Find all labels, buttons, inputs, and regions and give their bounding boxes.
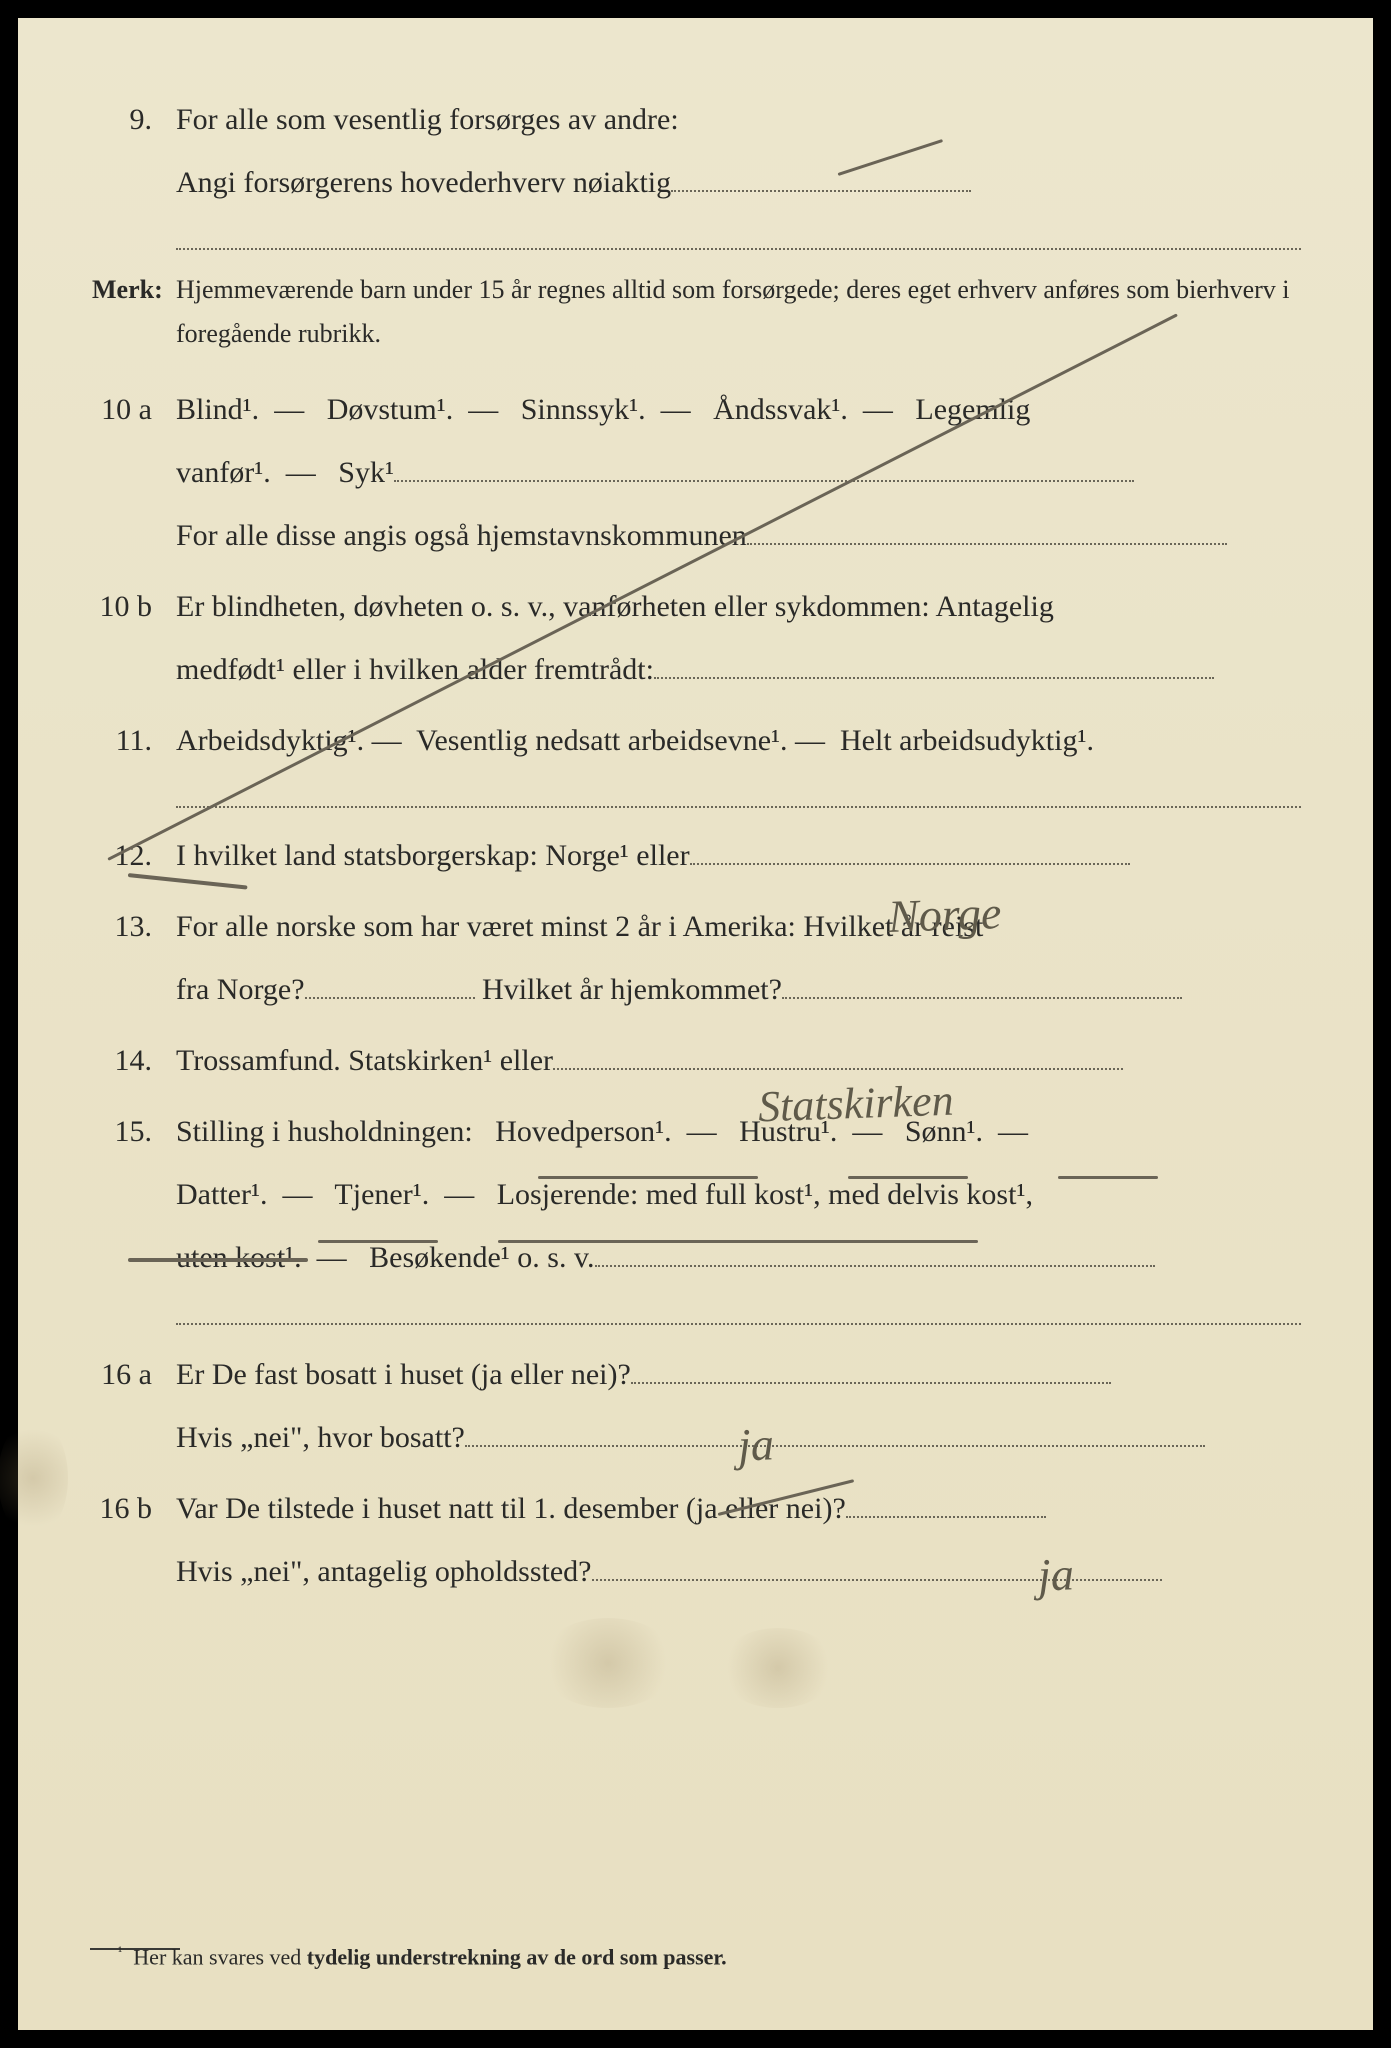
q16b-number: 16 b bbox=[90, 1480, 176, 1537]
footnote-text: ¹ Her kan svares ved tydelig understrekn… bbox=[118, 1944, 1301, 1970]
strike-hovedperson bbox=[538, 1176, 758, 1179]
q10a-line2: vanfør¹. — Syk¹ bbox=[176, 441, 1301, 504]
question-15: 15. Stilling i husholdningen: Hovedperso… bbox=[90, 1100, 1301, 1325]
q16b-line2: Hvis „nei", antagelig opholdssted? bbox=[176, 1540, 1301, 1603]
q11-number: 11. bbox=[90, 712, 176, 769]
strike-tjener bbox=[318, 1240, 438, 1243]
paper-stain-1 bbox=[538, 1618, 678, 1708]
strike-hustru bbox=[848, 1176, 968, 1179]
question-14: 14. Trossamfund. Statskirken¹ eller bbox=[90, 1029, 1301, 1092]
q11-blank-line bbox=[176, 772, 1301, 808]
paper-stain-3 bbox=[0, 1418, 68, 1538]
merk-text: Hjemmeværende barn under 15 år regnes al… bbox=[176, 268, 1301, 356]
q15-line3: uten kost¹. — Besøkende¹ o. s. v. bbox=[176, 1226, 1301, 1289]
q15-blank-line bbox=[176, 1289, 1301, 1325]
question-16b: 16 b Var De tilstede i huset natt til 1.… bbox=[90, 1477, 1301, 1603]
q15-line1: Stilling i husholdningen: Hovedperson¹. … bbox=[176, 1100, 1301, 1163]
question-16a: 16 a Er De fast bosatt i huset (ja eller… bbox=[90, 1343, 1301, 1469]
paper-stain-2 bbox=[718, 1628, 838, 1708]
q16a-line1: Er De fast bosatt i huset (ja eller nei)… bbox=[176, 1343, 1301, 1406]
underline-datter bbox=[128, 1258, 308, 1262]
q15-line2: Datter¹. — Tjener¹. — Losjerende: med fu… bbox=[176, 1163, 1301, 1226]
q10a-line1: Blind¹. — Døvstum¹. — Sinnssyk¹. — Åndss… bbox=[176, 378, 1301, 441]
handwritten-q16a-answer: ja bbox=[737, 1417, 775, 1471]
handwritten-q12-answer: Norge bbox=[887, 886, 1002, 943]
handwritten-q14-answer: Statskirken bbox=[757, 1075, 954, 1133]
q10b-line1: Er blindheten, døvheten o. s. v., vanfør… bbox=[176, 575, 1301, 638]
question-12: 12. I hvilket land statsborgerskap: Norg… bbox=[90, 824, 1301, 887]
strike-losjerende bbox=[498, 1240, 978, 1243]
q11-line: Arbeidsdyktig¹. — Vesentlig nedsatt arbe… bbox=[176, 709, 1301, 772]
q13-line1: For alle norske som har været minst 2 år… bbox=[176, 895, 1301, 958]
q15-number: 15. bbox=[90, 1103, 176, 1160]
q16a-number: 16 a bbox=[90, 1346, 176, 1403]
question-10a: 10 a Blind¹. — Døvstum¹. — Sinnssyk¹. — … bbox=[90, 378, 1301, 567]
q10b-number: 10 b bbox=[90, 578, 176, 635]
q13-line2: fra Norge? Hvilket år hjemkommet? bbox=[176, 958, 1301, 1021]
q13-number: 13. bbox=[90, 898, 176, 955]
q14-number: 14. bbox=[90, 1032, 176, 1089]
question-11: 11. Arbeidsdyktig¹. — Vesentlig nedsatt … bbox=[90, 709, 1301, 808]
q9-line2: Angi forsørgerens hovederhverv nøiaktig bbox=[176, 151, 1301, 214]
handwritten-q16b-answer: ja bbox=[1037, 1547, 1075, 1601]
q10a-number: 10 a bbox=[90, 381, 176, 438]
merk-label: Merk: bbox=[90, 268, 176, 312]
question-9: 9. For alle som vesentlig forsørges av a… bbox=[90, 88, 1301, 250]
q14-line: Trossamfund. Statskirken¹ eller bbox=[176, 1029, 1301, 1092]
question-10b: 10 b Er blindheten, døvheten o. s. v., v… bbox=[90, 575, 1301, 701]
census-form-page: 9. For alle som vesentlig forsørges av a… bbox=[18, 18, 1373, 2030]
q9-blank-line bbox=[176, 214, 1301, 250]
q9-number: 9. bbox=[90, 91, 176, 148]
q12-line: I hvilket land statsborgerskap: Norge¹ e… bbox=[176, 824, 1301, 887]
question-13: 13. For alle norske som har været minst … bbox=[90, 895, 1301, 1021]
q9-line1: For alle som vesentlig forsørges av andr… bbox=[176, 88, 1301, 151]
strike-sonn bbox=[1058, 1176, 1158, 1179]
q10b-line2: medfødt¹ eller i hvilken alder fremtrådt… bbox=[176, 638, 1301, 701]
